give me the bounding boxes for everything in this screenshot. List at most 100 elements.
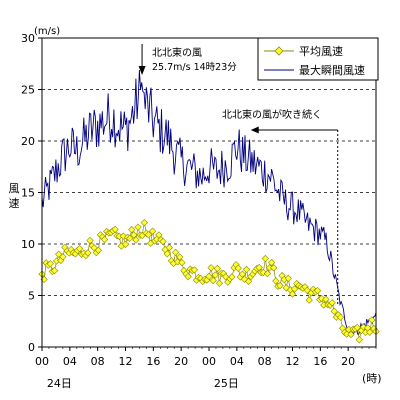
x-tick-label-10: 16 xyxy=(313,355,327,368)
series-average-point xyxy=(126,234,134,242)
grid-lines xyxy=(42,89,376,296)
y-tick-label-20: 20 xyxy=(21,135,35,148)
series-average-point xyxy=(134,223,142,231)
series-average-point xyxy=(328,299,336,307)
series-average-point xyxy=(213,264,221,273)
day-labels: 24日 25日 xyxy=(47,377,239,390)
x-tick-label-11: 20 xyxy=(341,355,355,368)
series-average-point xyxy=(94,246,102,254)
series-average-point xyxy=(238,270,247,278)
series-average-point xyxy=(46,260,54,268)
y-axis-ticks: 0 5 10 15 20 25 30 xyxy=(21,32,42,354)
series-average-point xyxy=(163,250,171,258)
series-average-point xyxy=(75,245,84,253)
series-average-point xyxy=(119,232,128,240)
series-average-point xyxy=(211,271,219,279)
legend-label-max: 最大瞬間風速 xyxy=(299,63,365,77)
peak-annotation: 北北東の風 25.7m/s 14時23分 xyxy=(138,44,237,75)
series-average-point xyxy=(268,258,276,267)
x-tick-label-6: 00 xyxy=(202,355,216,368)
day-label-1: 25日 xyxy=(214,377,239,390)
y-axis-label-1: 風 xyxy=(9,182,20,195)
series-average-point xyxy=(159,237,167,246)
day-label-0: 24日 xyxy=(47,377,72,390)
series-average-point xyxy=(284,274,292,283)
series-average-point xyxy=(313,287,322,295)
legend-label-average: 平均風速 xyxy=(299,45,343,58)
legend-box xyxy=(257,37,379,81)
y-axis-label-2: 速 xyxy=(9,197,20,210)
series-average-point xyxy=(245,277,253,286)
continue-annotation-text: 北北東の風が吹き続く xyxy=(222,108,322,121)
series-layer xyxy=(38,69,380,344)
series-average-point xyxy=(366,328,374,336)
x-unit-label: (時) xyxy=(362,372,382,385)
series-average-point xyxy=(330,307,338,315)
series-average-point xyxy=(86,236,94,245)
series-average-point xyxy=(272,277,280,285)
y-tick-label-10: 10 xyxy=(21,238,35,251)
x-tick-label-4: 16 xyxy=(146,355,160,368)
y-unit-label: (m/s) xyxy=(34,26,60,37)
series-average-point xyxy=(368,316,376,324)
series-average-point xyxy=(130,231,138,239)
series-max-gust-line xyxy=(41,69,377,337)
series-average-point xyxy=(140,218,148,227)
series-average-point xyxy=(276,281,284,290)
x-tick-label-9: 12 xyxy=(286,355,300,368)
series-average-point xyxy=(128,226,136,234)
x-tick-label-3: 12 xyxy=(119,355,133,368)
x-tick-label-2: 08 xyxy=(91,355,105,368)
series-average-point xyxy=(270,264,278,272)
series-average-point xyxy=(209,276,217,285)
series-average-point xyxy=(207,264,215,272)
series-average-point xyxy=(176,253,184,261)
series-average-point xyxy=(155,231,163,239)
y-tick-label-25: 25 xyxy=(21,84,35,97)
series-average-point xyxy=(111,225,119,233)
series-average-point xyxy=(228,273,236,281)
series-average-point xyxy=(50,267,59,275)
series-average-point xyxy=(305,296,313,304)
peak-annotation-line1: 北北東の風 xyxy=(152,46,202,59)
series-average-point xyxy=(322,295,330,303)
x-tick-label-5: 20 xyxy=(174,355,188,368)
series-average-point xyxy=(190,266,199,274)
legend: 平均風速 最大瞬間風速 xyxy=(257,37,379,81)
series-average-point xyxy=(242,265,251,274)
continue-arrow-head xyxy=(250,126,259,134)
y-tick-label-15: 15 xyxy=(21,187,35,200)
y-tick-label-5: 5 xyxy=(28,290,35,303)
x-tick-label-1: 04 xyxy=(63,355,77,368)
series-average-point xyxy=(59,253,67,261)
peak-arrow-head xyxy=(138,66,146,75)
series-average-point xyxy=(263,269,272,278)
x-tick-label-7: 04 xyxy=(230,355,244,368)
x-tick-label-0: 00 xyxy=(35,355,49,368)
series-average-point xyxy=(121,240,130,248)
series-average-point xyxy=(353,323,361,332)
series-average-point xyxy=(149,227,157,235)
series-average-point xyxy=(101,235,109,244)
peak-annotation-line2: 25.7m/s 14時23分 xyxy=(152,62,237,73)
y-tick-label-30: 30 xyxy=(21,32,35,45)
continue-annotation: 北北東の風が吹き続く xyxy=(222,108,339,306)
legend-marker-average xyxy=(274,46,284,56)
series-average-point xyxy=(84,249,92,257)
series-average-point xyxy=(165,243,173,252)
series-average-point xyxy=(336,313,345,321)
x-tick-label-8: 08 xyxy=(258,355,272,368)
series-average-point xyxy=(215,279,224,287)
x-axis-ticks: 00 04 08 12 16 20 00 04 08 12 16 20 xyxy=(35,347,377,368)
series-average-point xyxy=(288,290,297,298)
series-average-point xyxy=(184,272,192,281)
series-average-point xyxy=(234,264,242,272)
series-average-point xyxy=(144,231,153,239)
series-average-point xyxy=(290,285,299,293)
series-average-point xyxy=(255,263,263,272)
series-average-point xyxy=(132,236,140,244)
series-average-point xyxy=(178,258,186,267)
y-tick-label-0: 0 xyxy=(28,341,35,354)
series-average-point xyxy=(205,272,213,281)
